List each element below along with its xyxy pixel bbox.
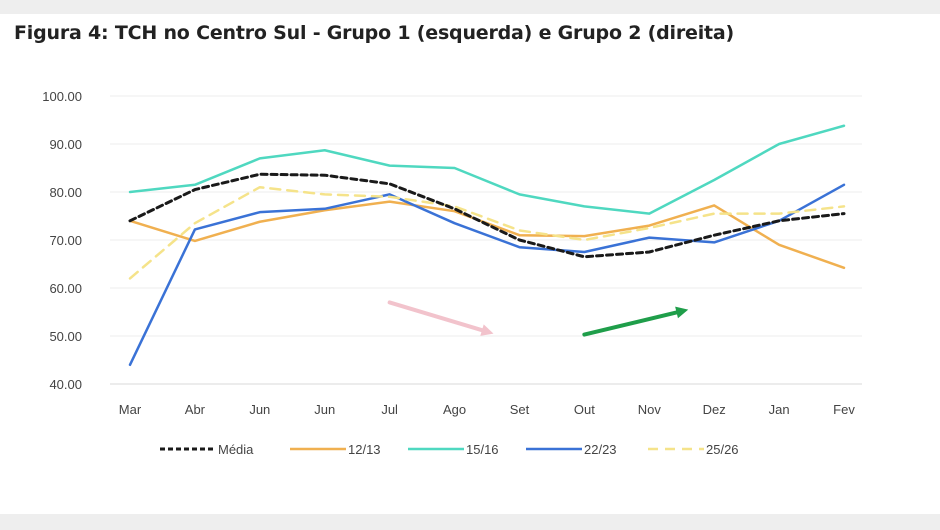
x-tick-label: Dez: [703, 402, 726, 417]
x-tick-label: Nov: [638, 402, 662, 417]
y-tick-label: 70.00: [49, 233, 82, 248]
annotations: [387, 300, 689, 337]
y-tick-label: 80.00: [49, 185, 82, 200]
annotation-arrowhead: [480, 324, 494, 336]
x-tick-label: Ago: [443, 402, 466, 417]
x-tick-label: Out: [574, 402, 595, 417]
chart-title: Figura 4: TCH no Centro Sul - Grupo 1 (e…: [14, 22, 735, 44]
series-line: [128, 172, 846, 259]
chart-card: [0, 14, 940, 514]
x-tick-label: Mar: [119, 402, 142, 417]
series-line: [128, 183, 846, 367]
x-tick-label: Jun: [249, 402, 270, 417]
x-tick-label: Jul: [381, 402, 398, 417]
legend-label: 25/26: [706, 442, 739, 457]
annotation-arrow: [387, 300, 484, 333]
y-tick-label: 50.00: [49, 329, 82, 344]
legend-label: 15/16: [466, 442, 499, 457]
x-axis-ticks: Mar Abr Jun Jun Jul Ago Set Out Nov Dez Jan Fev: [119, 402, 856, 417]
annotation-arrow: [582, 310, 679, 337]
y-tick-label: 90.00: [49, 137, 82, 152]
x-tick-label: Set: [510, 402, 530, 417]
y-tick-label: 60.00: [49, 281, 82, 296]
y-tick-label: 40.00: [49, 377, 82, 392]
gridlines: [110, 95, 862, 385]
series-lines: [128, 124, 846, 367]
annotation-arrowhead: [675, 306, 689, 319]
x-tick-label: Jun: [314, 402, 335, 417]
x-tick-label: Abr: [185, 402, 206, 417]
y-tick-label: 100.00: [42, 89, 82, 104]
legend-label: Média: [218, 442, 254, 457]
series-line: [128, 185, 846, 280]
x-tick-label: Jan: [769, 402, 790, 417]
legend: Média 12/13 15/16 22/23 25/26: [160, 442, 739, 457]
series-line: [128, 124, 846, 215]
legend-label: 22/23: [584, 442, 617, 457]
y-axis-ticks: 40.00 50.00 60.00 70.00 80.00 90.00 100.00: [42, 89, 82, 392]
legend-label: 12/13: [348, 442, 381, 457]
x-tick-label: Fev: [833, 402, 855, 417]
